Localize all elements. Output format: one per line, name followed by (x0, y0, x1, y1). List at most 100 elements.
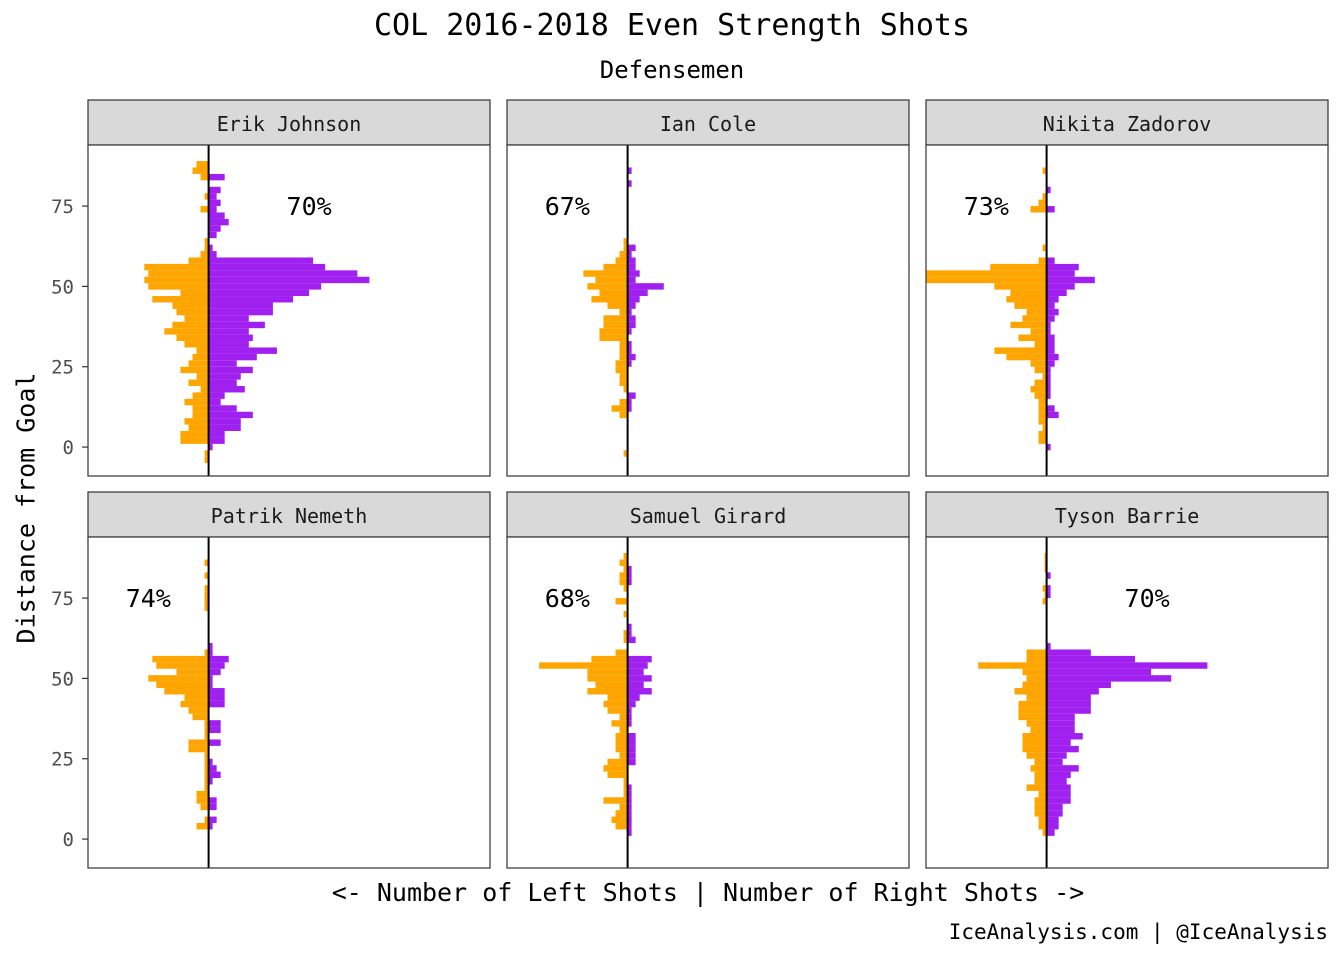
right-shot-bar (1046, 379, 1051, 387)
left-shot-bar (1042, 373, 1047, 380)
right-shot-bar (1046, 713, 1075, 721)
right-shot-bar (627, 797, 632, 804)
right-shot-bar (1046, 353, 1059, 361)
right-shot-bar (208, 700, 225, 708)
right-shot-bar (627, 244, 636, 252)
right-shot-bar (208, 289, 310, 297)
left-shot-bar (591, 296, 628, 303)
left-shot-bar (595, 681, 628, 689)
facet-strip-erik-johnson (87, 99, 491, 146)
left-shot-bar (200, 386, 209, 393)
left-shot-bar (164, 688, 209, 695)
right-shot-bar (1046, 386, 1051, 393)
left-shot-bar (196, 347, 209, 354)
right-shot-bar (1046, 585, 1051, 592)
left-shot-bar (978, 662, 1047, 669)
panel-border (925, 536, 1329, 869)
left-shot-bar (204, 572, 209, 579)
right-shot-bar (208, 797, 217, 804)
right-shot-bar (208, 328, 249, 335)
left-shot-bar (1026, 655, 1047, 663)
right-shot-bar (208, 823, 213, 830)
right-shot-bar (627, 167, 632, 174)
left-shot-bar (1034, 771, 1047, 779)
right-shot-bar (1046, 784, 1071, 791)
left-shot-bar (1044, 565, 1047, 573)
left-shot-bar (204, 778, 209, 785)
right-shot-bar (208, 276, 370, 284)
left-shot-bar (204, 816, 209, 824)
right-shot-bar (208, 655, 229, 663)
right-shot-bar (208, 283, 322, 290)
facet-strip-samuel-girard (506, 491, 910, 538)
panel-background (507, 145, 909, 476)
right-shot-bar (1046, 733, 1083, 740)
left-shot-bar (1042, 829, 1047, 836)
y-tick-label: 25 (51, 357, 74, 379)
left-shot-bar (204, 720, 209, 727)
left-shot-bar (148, 283, 209, 290)
left-shot-bar (611, 720, 628, 727)
left-shot-bar (156, 662, 209, 669)
left-shot-bar (204, 598, 209, 605)
left-shot-bar (619, 341, 628, 348)
left-shot-bar (607, 707, 628, 714)
right-shot-bar (1046, 771, 1071, 779)
source-caption: IceAnalysis.com | @IceAnalysis (948, 920, 1328, 944)
left-shot-bar (1006, 353, 1047, 361)
right-shot-bar (627, 810, 632, 817)
left-shot-bar (1034, 810, 1047, 817)
left-shot-bar (607, 758, 628, 766)
right-shot-bar (208, 405, 237, 412)
right-shot-bar (1046, 823, 1059, 830)
right-shot-bar (1046, 308, 1059, 316)
right-shot-bar (1046, 443, 1051, 451)
panel-background (926, 537, 1328, 868)
y-tick-label: 0 (63, 437, 74, 459)
left-shot-bar (180, 366, 209, 374)
left-shot-bar (587, 283, 628, 290)
left-shot-bar (603, 700, 628, 708)
left-shot-bar (1034, 392, 1047, 399)
right-shot-bar (1046, 681, 1111, 689)
left-shot-bar (204, 604, 209, 611)
right-shot-bar (208, 263, 326, 271)
left-shot-bar (1042, 193, 1047, 200)
left-shot-bar (615, 745, 628, 753)
right-shot-bar (208, 386, 245, 393)
left-shot-bar (196, 797, 209, 804)
left-shot-bar (926, 276, 1047, 284)
right-shot-bar (627, 713, 632, 721)
left-shot-bar (1014, 302, 1047, 309)
left-shot-bar (615, 649, 628, 656)
left-shot-bar (204, 591, 209, 599)
right-shot-bar (1046, 765, 1079, 772)
left-shot-bar (1042, 244, 1047, 252)
right-shot-bar (627, 360, 632, 367)
left-shot-bar (192, 392, 209, 399)
facet-strip-label: Nikita Zadorov (1043, 112, 1212, 136)
left-shot-bar (1044, 553, 1047, 560)
left-shot-bar (1026, 784, 1047, 791)
right-shot-bar (208, 206, 217, 213)
right-shot-bar (208, 739, 221, 746)
y-tick-label: 50 (51, 668, 74, 690)
left-shot-bar (1034, 341, 1047, 348)
right-shot-bar (627, 668, 644, 676)
left-shot-bar (1044, 591, 1047, 599)
right-shot-bar (627, 694, 640, 701)
left-shot-bar (1010, 321, 1047, 329)
left-shot-bar (188, 739, 209, 746)
left-shot-bar (595, 276, 628, 284)
left-shot-bar (1042, 167, 1047, 174)
right-shot-bar (208, 778, 213, 785)
left-shot-bar (1038, 823, 1047, 830)
right-shot-bar (208, 668, 221, 676)
right-shot-bar (627, 681, 644, 689)
left-shot-bar (623, 553, 628, 560)
left-shot-bar (204, 771, 209, 779)
right-shot-bar (208, 771, 221, 779)
left-shot-bar (180, 700, 209, 708)
facet-strip-nikita-zadorov (925, 99, 1329, 146)
